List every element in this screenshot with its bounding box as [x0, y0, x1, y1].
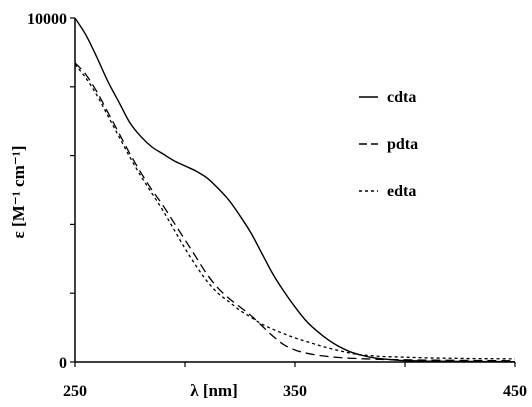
legend-label-pdta: pdta	[387, 136, 418, 153]
series-line-pdta	[74, 62, 516, 362]
series-line-cdta	[74, 17, 516, 363]
axes-layer	[74, 18, 515, 363]
x-axis-label: λ [nm]	[190, 381, 238, 400]
x-tick-label: 350	[283, 383, 307, 400]
y-tick-label: 10000	[27, 11, 67, 28]
ticks-layer: 0 10000 250 350 450	[27, 11, 527, 400]
series-line-edta	[74, 64, 516, 360]
legend: cdta pdta edta	[359, 89, 418, 200]
legend-label-edta: edta	[387, 183, 416, 200]
axis-labels: λ [nm] ε [M⁻¹ cm⁻¹]	[9, 146, 238, 400]
legend-label-cdta: cdta	[387, 89, 416, 106]
series-layer	[74, 17, 516, 363]
y-tick-label: 0	[59, 355, 67, 372]
x-tick-label: 250	[63, 383, 87, 400]
x-tick-label: 450	[503, 383, 527, 400]
y-axis-label: ε [M⁻¹ cm⁻¹]	[9, 146, 28, 239]
